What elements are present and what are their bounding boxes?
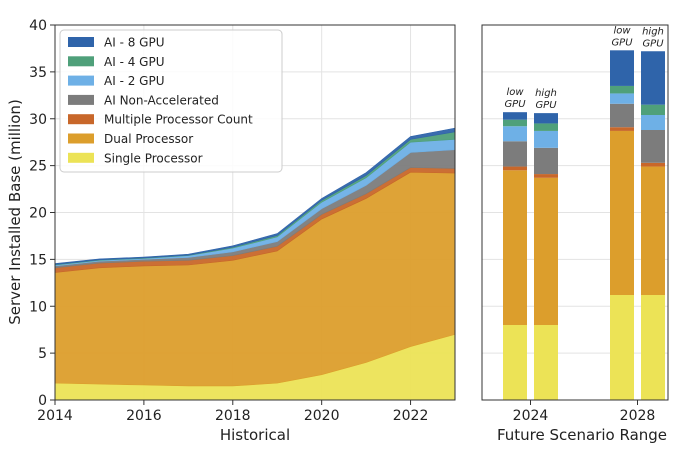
bar-segment xyxy=(641,166,665,295)
future-x-ticks: 2024 2028 xyxy=(513,400,656,424)
bar-segment xyxy=(534,113,558,124)
bar-segment xyxy=(610,127,634,131)
bar-segment xyxy=(610,103,634,128)
legend-box xyxy=(59,29,283,173)
legend-label-ai-non-accelerated: AI Non-Accelerated xyxy=(104,93,219,107)
bar-segment xyxy=(503,141,527,167)
scenario-label: low xyxy=(506,87,524,98)
legend-swatch-ai-8-gpu xyxy=(68,37,94,47)
future-x-axis-label: Future Scenario Range xyxy=(497,426,667,444)
y-tick-label: 40 xyxy=(29,18,47,34)
bar-segment xyxy=(534,174,558,178)
bar-segment xyxy=(534,177,558,325)
future-plot-frame xyxy=(481,24,669,401)
bar-segment xyxy=(610,85,634,94)
bar-segment xyxy=(641,51,665,105)
y-tick-label: 10 xyxy=(29,299,47,315)
y-tick-label: 0 xyxy=(38,393,47,409)
bar-segment xyxy=(534,123,558,131)
legend-label-ai-2-gpu: AI - 2 GPU xyxy=(104,74,164,88)
historical-x-ticks: 2014 2016 2018 2020 2022 xyxy=(37,400,428,424)
y-tick-label: 15 xyxy=(29,252,47,268)
bar-segment xyxy=(641,115,665,130)
historical-x-axis-label: Historical xyxy=(220,426,290,444)
bar-segment xyxy=(534,147,558,175)
y-tick-label: 20 xyxy=(29,206,47,222)
historical-y-ticks: 0 5 10 15 20 25 30 35 40 xyxy=(29,18,55,409)
bar-segment xyxy=(503,170,527,325)
legend-swatch-ai-2-gpu xyxy=(68,75,94,86)
x-tick-label: 2020 xyxy=(304,408,340,424)
x-tick-label: 2014 xyxy=(37,408,73,424)
x-tick-label: 2028 xyxy=(620,408,656,424)
future-bars xyxy=(503,50,665,400)
bar-segment xyxy=(641,162,665,167)
bar-segment xyxy=(610,50,634,86)
bar-segment xyxy=(534,130,558,148)
legend: AI - 8 GPU AI - 4 GPU AI - 2 GPU AI Non-Acc… xyxy=(59,29,283,173)
historical-area-series xyxy=(54,127,456,401)
bar-segment xyxy=(503,112,527,120)
y-tick-label: 25 xyxy=(29,159,47,175)
bar-segment xyxy=(503,166,527,171)
x-tick-label: 2016 xyxy=(126,408,162,424)
scenario-label: GPU xyxy=(535,100,557,111)
x-tick-label: 2024 xyxy=(513,408,549,424)
bar-segment xyxy=(503,119,527,127)
bar-segment xyxy=(610,93,634,104)
y-tick-label: 35 xyxy=(29,65,47,81)
scenario-label: low xyxy=(613,25,631,36)
legend-label-ai-4-gpu: AI - 4 GPU xyxy=(104,55,164,69)
scenario-label: high xyxy=(642,26,664,37)
historical-panel: 2014 2016 2018 2020 2022 0 5 10 15 20 25 30 35 40 Se… xyxy=(6,18,456,444)
y-axis-label: Server Installed Base (million) xyxy=(6,99,24,325)
scenario-label: high xyxy=(535,88,557,99)
bar-segment xyxy=(641,130,665,163)
y-tick-label: 30 xyxy=(29,112,47,128)
legend-label-ai-8-gpu: AI - 8 GPU xyxy=(104,36,164,50)
bar-segment xyxy=(503,325,527,400)
bar-segment xyxy=(610,130,634,295)
bar-segment xyxy=(641,295,665,400)
legend-swatch-single-processor xyxy=(68,152,94,163)
legend-swatch-dual-processor xyxy=(68,133,94,144)
scenario-label: GPU xyxy=(611,37,633,48)
legend-label-dual-processor: Dual Processor xyxy=(104,132,193,146)
x-tick-label: 2022 xyxy=(393,408,429,424)
bar-segment xyxy=(610,295,634,400)
legend-swatch-ai-4-gpu xyxy=(68,56,94,67)
scenario-label: GPU xyxy=(642,38,664,49)
y-tick-label: 5 xyxy=(38,346,47,362)
x-tick-label: 2018 xyxy=(215,408,251,424)
scenario-label: GPU xyxy=(504,99,526,110)
bar-segment xyxy=(641,104,665,115)
bar-segment xyxy=(503,126,527,142)
legend-label-multiple-processor-count: Multiple Processor Count xyxy=(104,113,253,127)
legend-label-single-processor: Single Processor xyxy=(104,151,203,165)
legend-swatch-ai-non-accelerated xyxy=(68,94,94,105)
bar-segment xyxy=(534,325,558,400)
legend-swatch-multiple-processor-count xyxy=(68,114,94,125)
